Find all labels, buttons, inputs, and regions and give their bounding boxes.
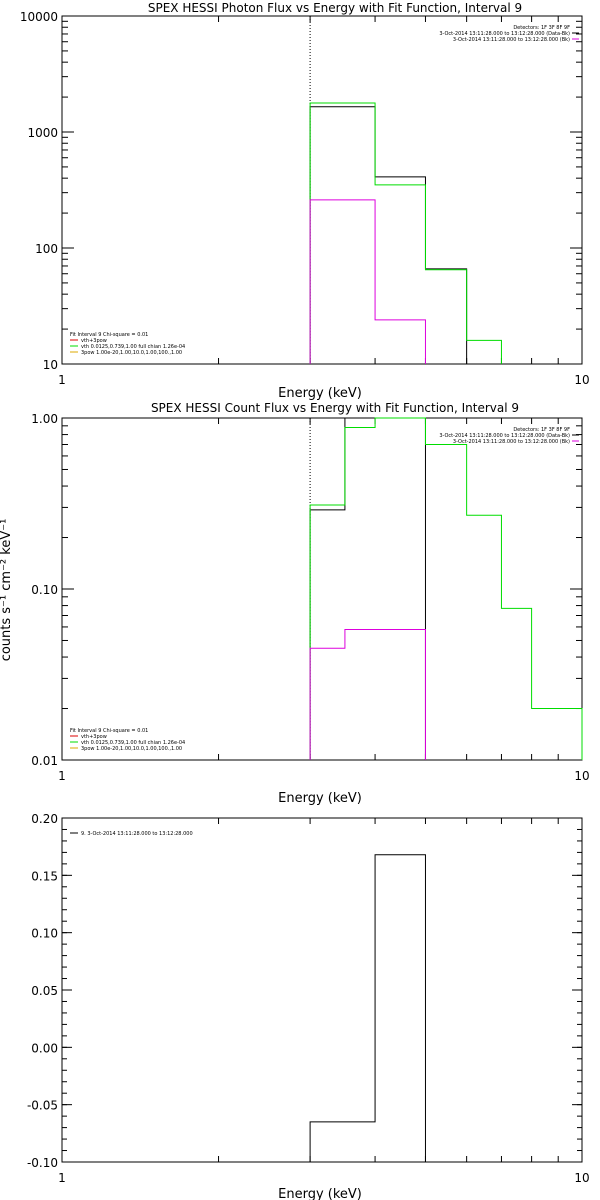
y-tick-label: 0.01 xyxy=(31,754,58,768)
legend-entry: Fit Interval 9 Chi-square = 0.01 xyxy=(70,728,148,734)
y-tick-label: 0.10 xyxy=(31,927,58,941)
panel3-series xyxy=(309,854,426,1162)
panel2-y-axis-label: counts s⁻¹ cm⁻² keV⁻¹ xyxy=(0,519,14,662)
panel1-x-axis-label: Energy (keV) xyxy=(278,386,362,401)
y-tick-label: -0.10 xyxy=(27,1156,58,1170)
y-tick-label: 10000 xyxy=(20,10,58,24)
y-tick-label: 0.05 xyxy=(31,984,58,998)
y-tick-label: 10 xyxy=(43,358,58,372)
series-2-step-line xyxy=(309,628,426,760)
panel2-title: SPEX HESSI Count Flux vs Energy with Fit… xyxy=(151,401,519,415)
photon-flux-panel: SPEX HESSI Photon Flux vs Energy with Fi… xyxy=(20,1,590,401)
panel2-legend-top-right: Detectors: 1F 3F 8F 9F3-Oct-2014 13:11:2… xyxy=(439,427,579,445)
legend-entry: 9. 3-Oct-2014 13:11:28.000 to 13:12:28.0… xyxy=(81,831,193,837)
x-tick-label: 1 xyxy=(58,769,66,783)
y-tick-label: 100 xyxy=(35,242,58,256)
legend-entry: 3-Oct-2014 13:11:28.000 to 13:12:28.000 … xyxy=(439,433,570,439)
panel2-x-axis-label: Energy (keV) xyxy=(278,791,362,806)
panel1-legend-bottom-left: Fit Interval 9 Chi-square = 0.01vth+3pow… xyxy=(70,332,185,356)
legend-entry: 3pow 1.00e-20,1.00,10.0,1.00,100.,1.00 xyxy=(81,350,182,356)
series-1-step-line xyxy=(309,417,583,760)
legend-entry: Detectors: 1F 3F 8F 9F xyxy=(513,427,570,433)
y-tick-label: 0.20 xyxy=(31,812,58,826)
panel1-legend-top-right: Detectors: 1F 3F 8F 9F3-Oct-2014 13:11:2… xyxy=(439,25,579,43)
legend-entry: 3-Oct-2014 13:11:28.000 to 13:12:28.000 … xyxy=(453,37,570,43)
panel1-series xyxy=(309,102,502,364)
series-2-step-line xyxy=(309,199,426,364)
x-tick-label: 10 xyxy=(574,769,589,783)
legend-entry: 3-Oct-2014 13:11:28.000 to 13:12:28.000 … xyxy=(439,31,570,37)
legend-entry: Fit Interval 9 Chi-square = 0.01 xyxy=(70,332,148,338)
panel3-plot-frame xyxy=(61,817,583,1163)
series-1-step-line xyxy=(309,102,502,364)
y-tick-label: 0.10 xyxy=(31,583,58,597)
y-tick-label: 0.15 xyxy=(31,869,58,883)
x-tick-label: 10 xyxy=(574,1171,589,1185)
residuals-panel: -0.10 -0.05 0.00 0.05 0.10 0.15 0.20 1 10 9. 3-O… xyxy=(27,812,590,1200)
y-tick-label: -0.05 xyxy=(27,1099,58,1113)
panel3-legend-top-left: 9. 3-Oct-2014 13:11:28.000 to 13:12:28.0… xyxy=(70,831,193,837)
y-tick-label: 0.00 xyxy=(31,1041,58,1055)
panel2-legend-bottom-left: Fit Interval 9 Chi-square = 0.01vth+3pow… xyxy=(70,728,185,752)
panel1-plot-frame xyxy=(61,15,583,365)
series-0-step-line xyxy=(309,417,426,760)
x-tick-label: 1 xyxy=(58,1171,66,1185)
panel3-x-axis-label: Energy (keV) xyxy=(278,1187,362,1200)
panel1-title: SPEX HESSI Photon Flux vs Energy with Fi… xyxy=(148,1,522,15)
legend-entry: 3-Oct-2014 13:11:28.000 to 13:12:28.000 … xyxy=(453,439,570,445)
series-0-step-line xyxy=(309,854,426,1162)
legend-entry: 3pow 1.00e-20,1.00,10.0,1.00,100.,1.00 xyxy=(81,746,182,752)
legend-entry: vth 0.0125,0.739,1.00 full chian 1.26e-0… xyxy=(81,740,185,746)
legend-entry: vth+3pow xyxy=(81,338,107,344)
series-0-step-line xyxy=(309,106,468,364)
legend-entry: vth 0.0125,0.739,1.00 full chian 1.26e-0… xyxy=(81,344,185,350)
count-flux-panel: SPEX HESSI Count Flux vs Energy with Fit… xyxy=(0,401,590,806)
panel2-series xyxy=(309,417,583,760)
x-tick-label: 10 xyxy=(574,373,589,387)
y-tick-label: 1000 xyxy=(27,126,58,140)
legend-entry: vth+3pow xyxy=(81,734,107,740)
x-tick-label: 1 xyxy=(58,373,66,387)
y-tick-label: 1.00 xyxy=(31,412,58,426)
panel2-axis-ticks: 0.01 0.10 1.00 1 10 xyxy=(31,412,589,783)
legend-entry: Detectors: 1F 3F 8F 9F xyxy=(513,25,570,31)
panel3-axis-ticks: -0.10 -0.05 0.00 0.05 0.10 0.15 0.20 1 10 xyxy=(27,812,590,1185)
panel2-plot-frame xyxy=(61,417,583,761)
